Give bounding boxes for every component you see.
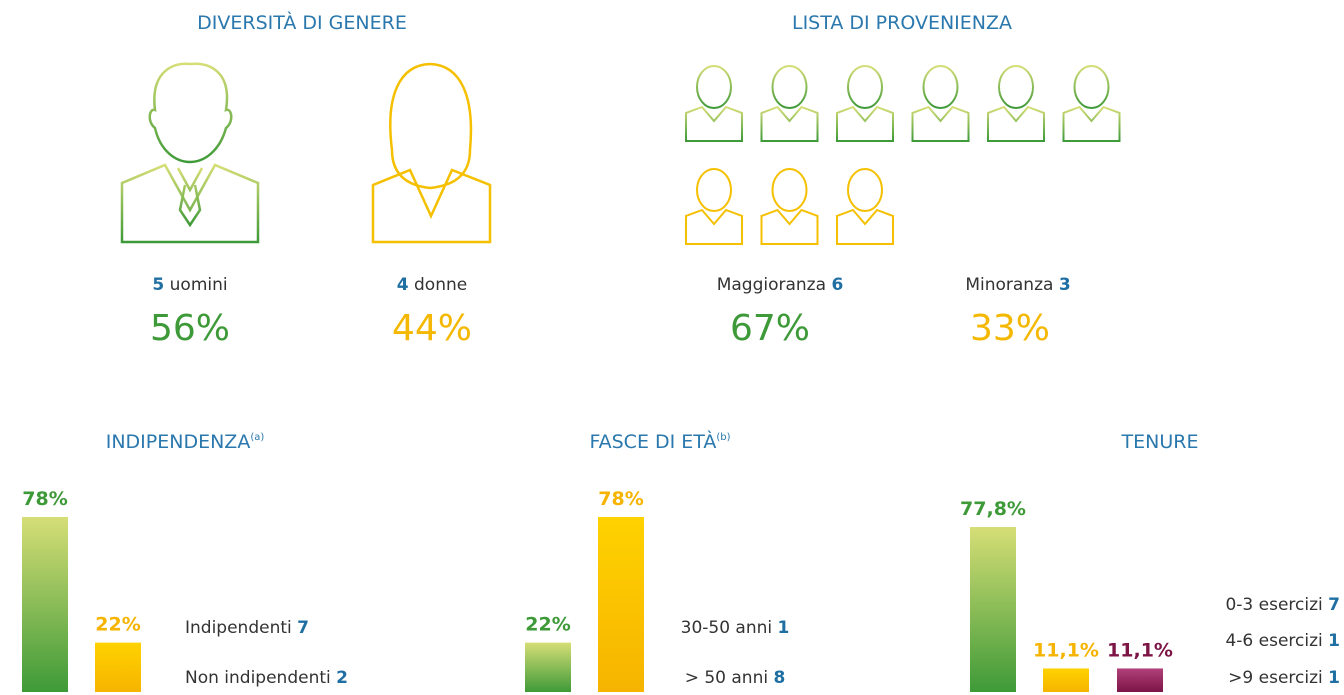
bar [1117,668,1163,692]
label: uomini [170,275,228,295]
head [1073,65,1110,109]
body [1062,105,1121,142]
legend-entry: > 50 anni 8 [685,668,786,688]
value-label: 11,1% [1033,639,1099,661]
male-icon [120,62,260,244]
legend-count: 8 [773,668,785,688]
bar [970,527,1016,692]
bar [598,517,644,692]
count: 5 [152,275,164,295]
value-label: 22% [95,614,140,636]
bar [22,517,68,692]
head [922,65,959,109]
legend-entry: >9 esercizi 1 [1228,668,1340,688]
group-count-label: Maggioranza 6 [717,275,844,295]
value-label: 22% [525,614,570,636]
legend-count: 1 [1328,631,1340,651]
share: 56% [150,308,230,349]
person-icon [911,65,970,142]
label: Maggioranza [717,275,826,295]
legend-entry: 30-50 anni 1 [681,618,790,638]
legend-count: 7 [1328,595,1340,615]
legend-label: 0-3 esercizi [1225,595,1322,615]
group-count-label: Minoranza 3 [965,275,1070,295]
bar [525,642,571,692]
legend-label: >9 esercizi [1228,668,1323,688]
person-icon [685,168,743,245]
head [696,65,732,109]
count: 6 [831,275,843,295]
head [696,168,732,212]
legend-count: 2 [336,668,348,688]
count: 3 [1059,275,1071,295]
body [987,105,1045,142]
legend-count: 1 [778,618,790,638]
title-note: (b) [716,432,730,443]
body [836,105,894,142]
title-text: INDIPENDENZA [106,431,251,453]
person-icon [685,65,743,142]
chart-title: INDIPENDENZA(a) [106,431,265,453]
chart-title: FASCE DI ETÀ(b) [589,430,730,453]
female-icon [371,62,492,244]
body [836,208,894,245]
group-count-label: 4 donne [397,275,467,295]
title-note: (a) [250,432,264,443]
legend-count: 7 [297,618,309,638]
body [760,208,819,245]
value-label: 77,8% [960,498,1026,520]
body [685,105,743,142]
bar [95,642,141,692]
value-label: 78% [22,488,67,510]
person-icon [836,168,894,245]
legend-count: 1 [1328,668,1340,688]
head [847,168,883,212]
legend-label: > 50 anni [685,668,768,688]
head [998,65,1034,109]
body [760,105,819,142]
legend-label: 4-6 esercizi [1225,631,1322,651]
label: donne [414,275,467,295]
title-text: FASCE DI ETÀ [589,430,716,453]
title-text: TENURE [1121,431,1199,453]
person-icon [760,168,819,245]
legend-label: Non indipendenti [185,668,331,688]
legend-label: Indipendenti [185,618,292,638]
value-label: 78% [598,488,643,510]
body [685,208,743,245]
section-title: LISTA DI PROVENIENZA [792,12,1012,34]
legend-label: 30-50 anni [681,618,773,638]
share: 67% [730,308,810,349]
bar [1043,668,1089,692]
person-icon [760,65,819,142]
count: 4 [397,275,409,295]
person-icon [1062,65,1121,142]
person-icon [987,65,1045,142]
label: Minoranza [965,275,1053,295]
head [771,168,808,212]
group-count-label: 5 uomini [152,275,227,295]
legend-entry: 4-6 esercizi 1 [1225,631,1340,651]
value-label: 11,1% [1107,639,1173,661]
section-title: DIVERSITÀ DI GENERE [197,11,407,34]
share: 44% [392,308,472,349]
head [847,65,883,109]
body [911,105,970,142]
share: 33% [970,308,1050,349]
legend-entry: 0-3 esercizi 7 [1225,595,1340,615]
chart-title: TENURE [1121,431,1199,453]
legend-entry: Indipendenti 7 [185,618,309,638]
legend-entry: Non indipendenti 2 [185,668,348,688]
person-icon [836,65,894,142]
head [771,65,808,109]
